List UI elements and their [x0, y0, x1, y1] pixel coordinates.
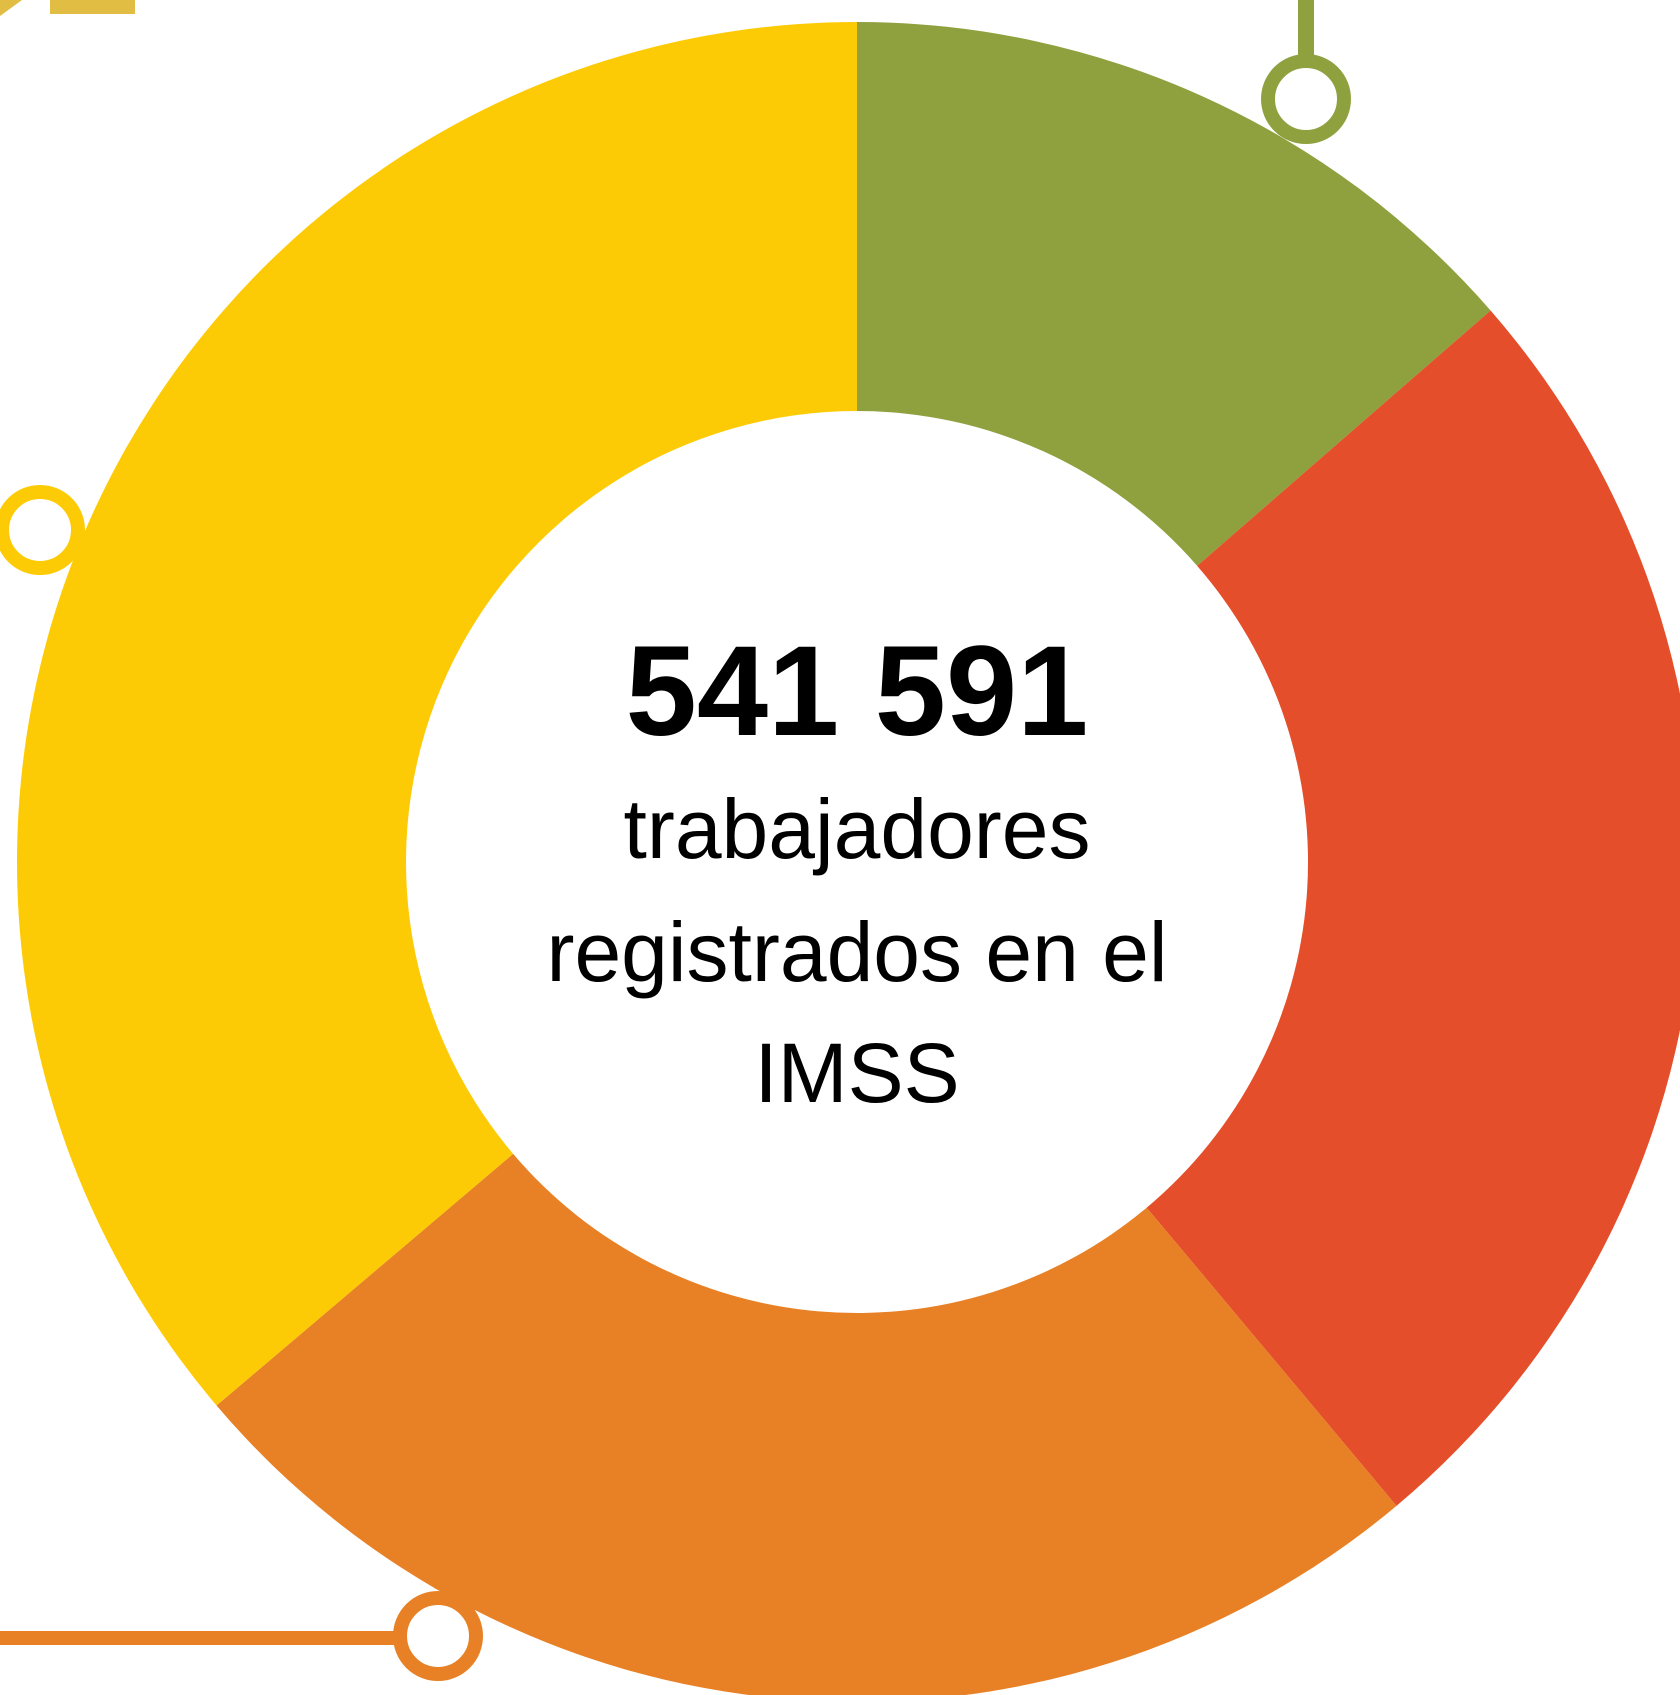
decoration — [0, 54, 1351, 1681]
decor-corner — [0, 0, 22, 16]
decor-circle — [0, 485, 85, 575]
center-value: 541 591 — [626, 620, 1089, 763]
donut-slice — [216, 1153, 1397, 1695]
donut-slice — [16, 22, 857, 1406]
decor-circle — [1261, 54, 1351, 144]
center-label: IMSS — [754, 1026, 959, 1120]
decoration — [0, 0, 1314, 1645]
decor-bar — [50, 0, 135, 14]
center-label: trabajadores — [624, 782, 1091, 876]
donut-slice — [1146, 310, 1680, 1506]
donut-slice — [857, 22, 1491, 566]
decor-circle — [393, 1591, 483, 1681]
slices — [16, 22, 1680, 1695]
center-label: registrados en el — [546, 905, 1167, 999]
